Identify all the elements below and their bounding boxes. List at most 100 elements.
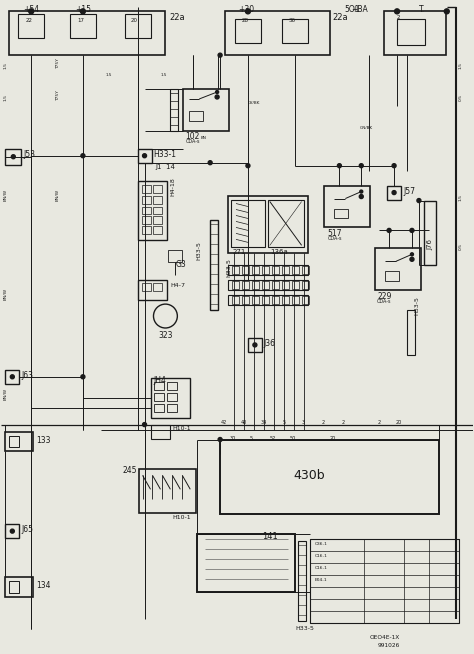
Bar (268, 199, 304, 247)
Bar (142, 226, 151, 234)
Bar (282, 20, 308, 43)
Circle shape (29, 9, 34, 14)
Text: 430b: 430b (294, 470, 325, 483)
Bar (242, 266, 249, 274)
Bar (301, 296, 309, 304)
Bar (137, 280, 167, 300)
Circle shape (81, 154, 85, 158)
Text: 34: 34 (261, 420, 267, 424)
Bar (252, 281, 259, 289)
Bar (154, 196, 163, 203)
Text: E04-1: E04-1 (315, 578, 327, 582)
Text: H4-7: H4-7 (170, 283, 185, 288)
Bar (167, 392, 177, 401)
Text: 136a: 136a (270, 249, 288, 255)
Circle shape (215, 95, 219, 99)
Bar (228, 295, 308, 305)
Text: 323: 323 (158, 331, 173, 340)
Bar (235, 20, 261, 43)
Text: 141: 141 (262, 532, 278, 541)
Bar (232, 296, 239, 304)
Text: 1.5: 1.5 (3, 94, 8, 101)
Text: 1.5: 1.5 (459, 62, 463, 69)
Text: 20: 20 (396, 420, 402, 424)
Bar (384, 11, 446, 55)
Bar (282, 266, 289, 274)
Text: 17: 17 (77, 18, 84, 24)
Bar (292, 266, 299, 274)
Bar (155, 382, 164, 390)
Text: +54: +54 (23, 5, 39, 14)
Bar (225, 11, 330, 55)
Text: 50: 50 (290, 436, 296, 441)
Circle shape (218, 53, 222, 57)
Circle shape (218, 438, 222, 441)
Circle shape (246, 9, 250, 14)
Bar (9, 11, 165, 55)
Bar (168, 250, 182, 262)
Text: 5O1: 5O1 (345, 5, 360, 14)
Circle shape (417, 199, 421, 203)
Bar (385, 271, 399, 281)
Text: 2: 2 (378, 420, 381, 424)
Text: H33-5: H33-5 (296, 626, 315, 630)
Text: 22a: 22a (332, 13, 348, 22)
Text: 22: 22 (25, 18, 32, 24)
Circle shape (410, 228, 414, 232)
Text: 2: 2 (342, 420, 345, 424)
Bar (252, 266, 259, 274)
Bar (232, 281, 239, 289)
Text: J76: J76 (428, 239, 434, 250)
Bar (228, 196, 308, 253)
Circle shape (216, 90, 219, 94)
Bar (335, 209, 348, 218)
Bar (262, 281, 269, 289)
Text: H33-5: H33-5 (196, 241, 201, 260)
Bar (210, 220, 218, 310)
Bar (137, 148, 152, 163)
Bar (5, 148, 21, 165)
Circle shape (360, 190, 363, 193)
Bar (301, 281, 309, 289)
Bar (5, 524, 19, 538)
Text: 133: 133 (36, 436, 51, 445)
Circle shape (81, 9, 85, 14)
Bar (232, 266, 239, 274)
Bar (228, 280, 308, 290)
Bar (282, 296, 289, 304)
Circle shape (359, 194, 363, 199)
Text: 30: 30 (230, 436, 237, 441)
Bar (142, 184, 151, 192)
Bar (189, 111, 203, 121)
Text: 5: 5 (250, 436, 253, 441)
Bar (137, 181, 167, 241)
Circle shape (246, 164, 250, 167)
Text: 102: 102 (185, 132, 200, 141)
Text: +15: +15 (75, 5, 91, 14)
Text: 0.5: 0.5 (459, 243, 463, 250)
Circle shape (444, 9, 449, 14)
Text: C16-1: C16-1 (315, 554, 328, 558)
Text: 22a: 22a (169, 13, 185, 22)
Bar (407, 310, 415, 355)
Text: JH4: JH4 (154, 376, 166, 385)
Bar (170, 89, 178, 131)
Circle shape (10, 529, 14, 533)
Bar (272, 296, 279, 304)
Bar (262, 296, 269, 304)
Text: 2: 2 (397, 15, 401, 20)
Circle shape (410, 257, 414, 262)
Text: 1.5: 1.5 (106, 73, 112, 77)
Bar (9, 581, 19, 593)
Bar (228, 266, 308, 275)
Circle shape (337, 164, 341, 167)
Text: BN/W: BN/W (3, 388, 8, 400)
Bar (142, 283, 151, 291)
Bar (5, 577, 33, 597)
Bar (154, 184, 163, 192)
Bar (154, 207, 163, 215)
Circle shape (392, 164, 396, 167)
Text: +30: +30 (238, 5, 254, 14)
Bar (183, 89, 229, 131)
Text: C16-1: C16-1 (315, 566, 328, 570)
